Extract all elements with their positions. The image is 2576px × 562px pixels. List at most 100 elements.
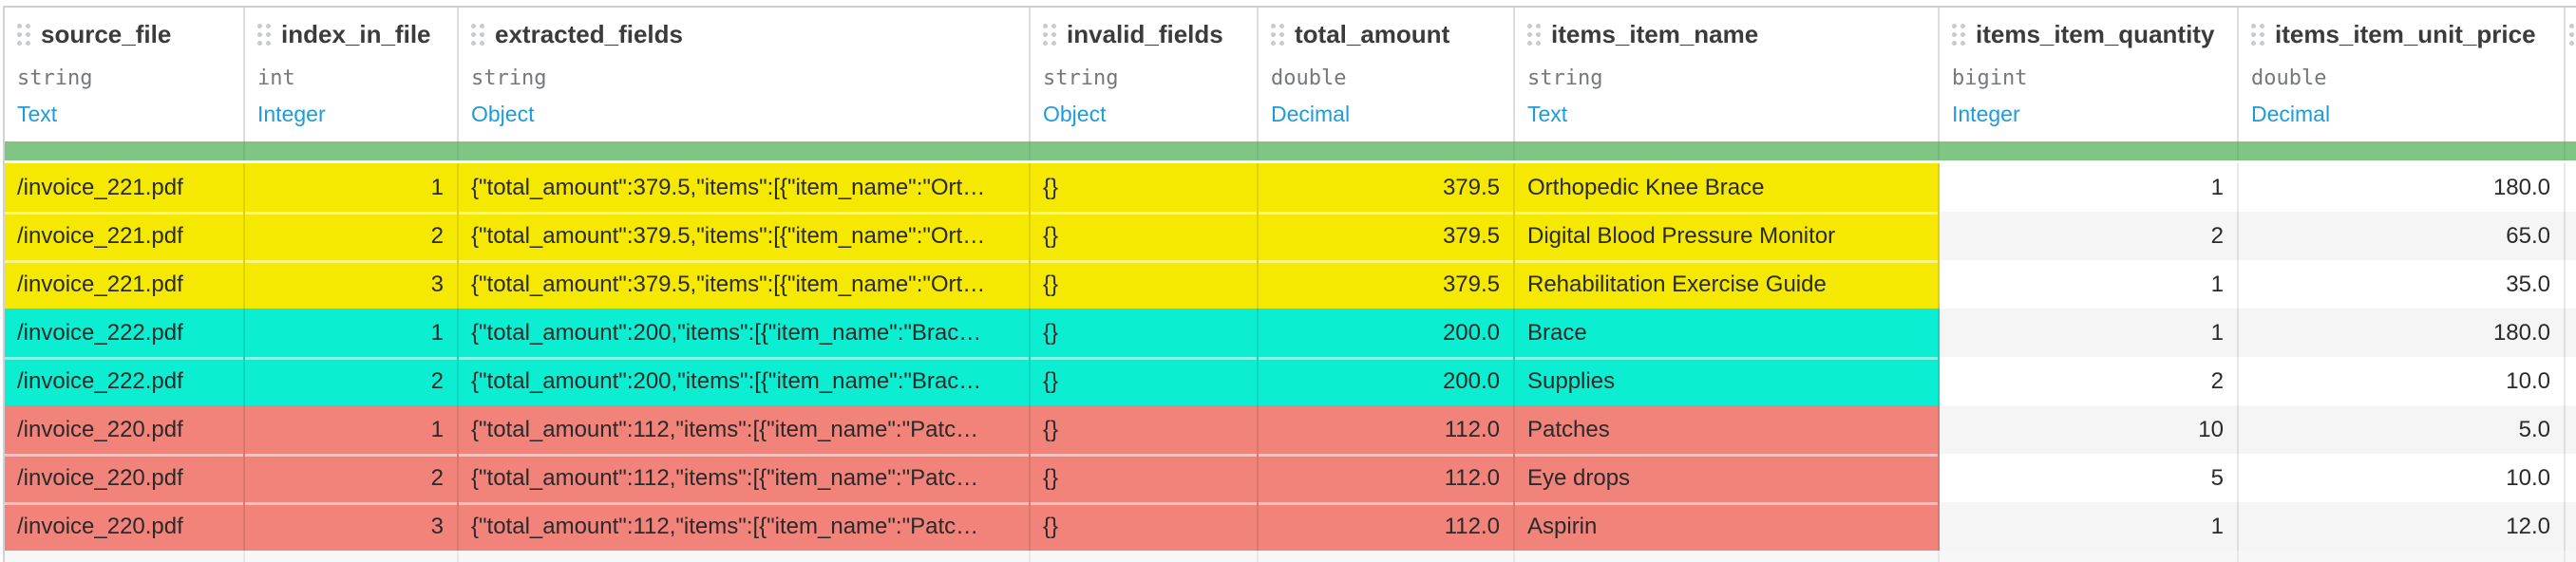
column-logical-type-link[interactable]: Decimal — [1271, 102, 1351, 126]
drag-handle-icon[interactable] — [2251, 23, 2264, 46]
cell-invalid_fields[interactable]: {} — [1031, 357, 1259, 405]
cell-source_file[interactable]: /invoice_222.pdf — [5, 309, 245, 357]
column-logical-type-link[interactable]: Text — [1527, 102, 1568, 126]
cell-invalid_fields[interactable]: {} — [1031, 405, 1259, 454]
cell-extracted_fields[interactable]: {"total_amount":112,"items":[{"item_name… — [459, 502, 1031, 551]
cell-items_item_quantity[interactable]: 1 — [1940, 309, 2239, 357]
cell-source_file[interactable]: /invoice_220.pdf — [5, 502, 245, 551]
drag-handle-dot — [17, 23, 22, 28]
cell-extracted_fields[interactable]: {"total_amount":379.5,"items":[{"item_na… — [459, 163, 1031, 212]
cell-invalid_fields[interactable]: {} — [1031, 309, 1259, 357]
drag-handle-icon[interactable] — [471, 23, 484, 46]
cell-total_amount[interactable]: 200.0 — [1259, 357, 1515, 405]
cell-total_amount[interactable]: 112.0 — [1259, 502, 1515, 551]
column-header-items_item_quantity[interactable]: items_item_quantity bigint Integer — [1940, 8, 2239, 141]
cell-extracted_fields[interactable]: {"total_amount":379.5,"items":[{"item_na… — [459, 212, 1031, 260]
cell-items_item_unit_price[interactable]: 180.0 — [2239, 163, 2566, 212]
cell-extracted_fields[interactable]: {"total_amount":200,"items":[{"item_name… — [459, 357, 1031, 405]
cell-items_item_name[interactable]: Patches — [1515, 405, 1940, 454]
column-title-line: invalid_fields — [1043, 17, 1257, 51]
drag-handle-icon[interactable] — [17, 23, 30, 46]
cell-items_item_unit_price[interactable]: 35.0 — [2239, 260, 2566, 309]
cell-items_item_quantity[interactable]: 1 — [1940, 260, 2239, 309]
cell-invalid_fields[interactable]: {} — [1031, 502, 1259, 551]
drag-handle-icon[interactable] — [1271, 23, 1284, 46]
column-header-items_item_name[interactable]: items_item_name string Text — [1515, 8, 1940, 141]
cell-source_file[interactable]: /invoice_221.pdf — [5, 163, 245, 212]
cell-source_file[interactable]: /invoice_221.pdf — [5, 212, 245, 260]
column-logical-type-link[interactable]: Object — [471, 102, 535, 126]
cell-items_item_quantity[interactable]: 5 — [1940, 454, 2239, 502]
cell-extracted_fields[interactable]: {"total_amount":112,"items":[{"item_name… — [459, 454, 1031, 502]
cell-items_item_unit_price[interactable]: 12.0 — [2239, 502, 2566, 551]
column-title: source_file — [41, 19, 172, 48]
cell-invalid_fields[interactable]: {} — [1031, 163, 1259, 212]
column-header-partial — [2566, 8, 2576, 141]
cell-items_item_name[interactable]: Eye drops — [1515, 454, 1940, 502]
cell-items_item_quantity[interactable]: 1 — [1940, 163, 2239, 212]
cell-extracted_fields[interactable]: {"total_amount":200,"items":[{"item_name… — [459, 309, 1031, 357]
footer-cell — [2566, 551, 2576, 562]
column-logical-type-link[interactable]: Text — [17, 102, 58, 126]
cell-items_item_unit_price[interactable]: 10.0 — [2239, 454, 2566, 502]
cell-index_in_file[interactable]: 2 — [245, 212, 459, 260]
cell-extracted_fields[interactable]: {"total_amount":112,"items":[{"item_name… — [459, 405, 1031, 454]
cell-index_in_file[interactable]: 1 — [245, 163, 459, 212]
cell-items_item_quantity[interactable]: 10 — [1940, 405, 2239, 454]
cell-total_amount[interactable]: 112.0 — [1259, 454, 1515, 502]
drag-handle-icon[interactable] — [1952, 23, 1965, 46]
cell-items_item_unit_price[interactable]: 10.0 — [2239, 357, 2566, 405]
drag-handle-dot — [471, 31, 476, 37]
cell-extracted_fields[interactable]: {"total_amount":379.5,"items":[{"item_na… — [459, 260, 1031, 309]
cell-items_item_name[interactable]: Brace — [1515, 309, 1940, 357]
cell-index_in_file[interactable]: 2 — [245, 454, 459, 502]
column-header-index_in_file[interactable]: index_in_file int Integer — [245, 8, 459, 141]
cell-source_file[interactable]: /invoice_220.pdf — [5, 454, 245, 502]
cell-invalid_fields[interactable]: {} — [1031, 260, 1259, 309]
cell-items_item_name[interactable]: Supplies — [1515, 357, 1940, 405]
cell-items_item_quantity[interactable]: 2 — [1940, 212, 2239, 260]
cell-total_amount[interactable]: 112.0 — [1259, 405, 1515, 454]
cell-items_item_unit_price[interactable]: 5.0 — [2239, 405, 2566, 454]
cell-total_amount[interactable]: 379.5 — [1259, 163, 1515, 212]
cell-items_item_unit_price[interactable]: 65.0 — [2239, 212, 2566, 260]
cell-index_in_file[interactable]: 3 — [245, 260, 459, 309]
drag-handle-dot — [2251, 23, 2256, 28]
cell-items_item_name[interactable]: Aspirin — [1515, 502, 1940, 551]
cell-index_in_file[interactable]: 1 — [245, 405, 459, 454]
cell-total_amount[interactable]: 379.5 — [1259, 260, 1515, 309]
cell-items_item_name[interactable]: Digital Blood Pressure Monitor — [1515, 212, 1940, 260]
cell-invalid_fields[interactable]: {} — [1031, 212, 1259, 260]
column-logical-type-link[interactable]: Decimal — [2251, 102, 2331, 126]
column-header-items_item_unit_price[interactable]: items_item_unit_price double Decimal — [2239, 8, 2566, 141]
cell-items_item_unit_price[interactable]: 180.0 — [2239, 309, 2566, 357]
drag-handle-dot — [1960, 31, 1965, 37]
column-header-source_file[interactable]: source_file string Text — [5, 8, 245, 141]
cell-items_item_quantity[interactable]: 1 — [1940, 502, 2239, 551]
drag-handle-icon[interactable] — [1043, 23, 1056, 46]
cell-overflow — [2566, 454, 2576, 502]
column-logical-type-link[interactable]: Object — [1043, 102, 1107, 126]
cell-invalid_fields[interactable]: {} — [1031, 454, 1259, 502]
column-header-extracted_fields[interactable]: extracted_fields string Object — [459, 8, 1031, 141]
column-header-total_amount[interactable]: total_amount double Decimal — [1259, 8, 1515, 141]
cell-source_file[interactable]: /invoice_220.pdf — [5, 405, 245, 454]
drag-handle-icon[interactable] — [1527, 23, 1541, 46]
cell-items_item_quantity[interactable]: 2 — [1940, 357, 2239, 405]
drag-handle-icon[interactable] — [257, 23, 271, 46]
cell-items_item_name[interactable]: Orthopedic Knee Brace — [1515, 163, 1940, 212]
cell-source_file[interactable]: /invoice_221.pdf — [5, 260, 245, 309]
drag-handle-dot — [1952, 31, 1957, 37]
drag-handle-icon[interactable] — [2569, 23, 2576, 46]
cell-index_in_file[interactable]: 2 — [245, 357, 459, 405]
column-title: index_in_file — [281, 19, 431, 48]
column-header-invalid_fields[interactable]: invalid_fields string Object — [1031, 8, 1259, 141]
cell-items_item_name[interactable]: Rehabilitation Exercise Guide — [1515, 260, 1940, 309]
column-logical-type-link[interactable]: Integer — [1952, 102, 2020, 126]
cell-index_in_file[interactable]: 3 — [245, 502, 459, 551]
cell-total_amount[interactable]: 200.0 — [1259, 309, 1515, 357]
cell-total_amount[interactable]: 379.5 — [1259, 212, 1515, 260]
cell-source_file[interactable]: /invoice_222.pdf — [5, 357, 245, 405]
column-logical-type-link[interactable]: Integer — [257, 102, 326, 126]
cell-index_in_file[interactable]: 1 — [245, 309, 459, 357]
